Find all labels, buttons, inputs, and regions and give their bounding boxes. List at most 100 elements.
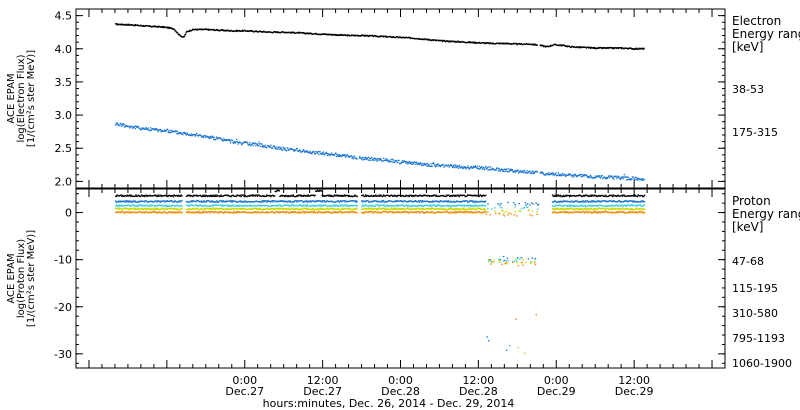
data-point	[354, 194, 356, 196]
data-point	[235, 201, 238, 203]
data-point	[311, 153, 313, 155]
data-point	[296, 204, 298, 207]
data-point	[262, 211, 265, 214]
data-point	[241, 143, 243, 145]
data-point	[364, 204, 366, 207]
data-point	[155, 200, 157, 202]
data-point	[229, 195, 231, 198]
data-point	[436, 208, 439, 210]
data-point	[488, 166, 490, 168]
data-point	[393, 211, 396, 213]
data-point	[171, 199, 173, 202]
data-point	[159, 195, 161, 197]
data-point	[414, 205, 417, 207]
data-point	[237, 211, 239, 213]
data-point	[427, 194, 429, 197]
data-point	[478, 204, 481, 207]
data-point	[118, 208, 120, 210]
data-point	[257, 143, 259, 145]
data-point	[185, 195, 188, 197]
data-point	[534, 257, 537, 260]
data-point	[274, 201, 277, 203]
data-point	[619, 208, 622, 210]
data-point	[346, 200, 348, 203]
data-point	[401, 211, 404, 213]
data-point	[579, 209, 582, 211]
data-point	[604, 205, 606, 207]
data-point	[306, 211, 309, 213]
data-point	[635, 179, 637, 181]
data-point	[276, 204, 278, 206]
data-point	[635, 207, 638, 210]
data-point	[435, 164, 437, 166]
data-point	[378, 212, 381, 214]
data-point	[337, 194, 340, 197]
data-point	[468, 204, 471, 207]
data-point	[568, 200, 570, 203]
data-point	[514, 211, 516, 213]
data-point	[317, 212, 319, 214]
data-point	[290, 207, 293, 209]
data-point	[244, 205, 246, 207]
data-point	[283, 195, 285, 197]
data-point	[617, 175, 620, 177]
data-point	[505, 262, 507, 264]
data-point	[608, 175, 610, 177]
data-point	[137, 207, 140, 210]
data-point	[169, 208, 171, 210]
data-point	[505, 259, 507, 262]
data-point	[433, 194, 435, 196]
data-point	[205, 205, 207, 207]
data-point	[429, 165, 432, 167]
data-point	[365, 195, 368, 198]
data-point	[121, 208, 123, 210]
data-point	[294, 195, 296, 198]
data-point	[172, 130, 175, 132]
data-point	[406, 205, 409, 207]
data-point	[362, 157, 364, 159]
data-point	[272, 204, 274, 206]
data-point	[399, 162, 402, 165]
data-point	[146, 195, 148, 198]
data-point	[262, 146, 265, 148]
data-point	[321, 201, 323, 203]
data-point	[431, 207, 433, 209]
legend-entry: 115-195	[732, 282, 778, 295]
data-point	[223, 205, 225, 207]
data-point	[579, 201, 581, 203]
data-point	[634, 204, 636, 207]
data-point	[125, 205, 128, 207]
data-point	[297, 208, 300, 211]
data-point	[536, 44, 538, 46]
data-point	[588, 176, 590, 179]
data-point	[283, 201, 285, 203]
data-point	[304, 207, 306, 210]
data-point	[213, 195, 216, 198]
data-point	[139, 210, 141, 213]
data-point	[332, 208, 334, 210]
data-point	[598, 207, 601, 209]
data-point	[634, 208, 636, 211]
data-point	[303, 150, 305, 153]
data-point	[148, 201, 150, 203]
data-point	[298, 200, 301, 202]
data-point	[338, 208, 340, 210]
data-point	[206, 205, 208, 207]
data-point	[149, 200, 151, 203]
data-point	[391, 200, 393, 203]
data-point	[170, 200, 172, 202]
data-point	[253, 31, 256, 33]
data-point	[165, 130, 168, 132]
data-point	[426, 200, 428, 203]
data-point	[469, 194, 471, 196]
plot-frame	[75, 8, 726, 189]
data-point	[542, 172, 544, 174]
data-point	[373, 208, 376, 210]
data-point	[478, 195, 481, 197]
legend-title-line: Energy ranges	[732, 207, 800, 221]
data-point	[446, 208, 449, 210]
data-point	[140, 211, 143, 214]
data-point	[566, 205, 569, 207]
data-point	[211, 211, 214, 213]
data-point	[283, 147, 285, 150]
